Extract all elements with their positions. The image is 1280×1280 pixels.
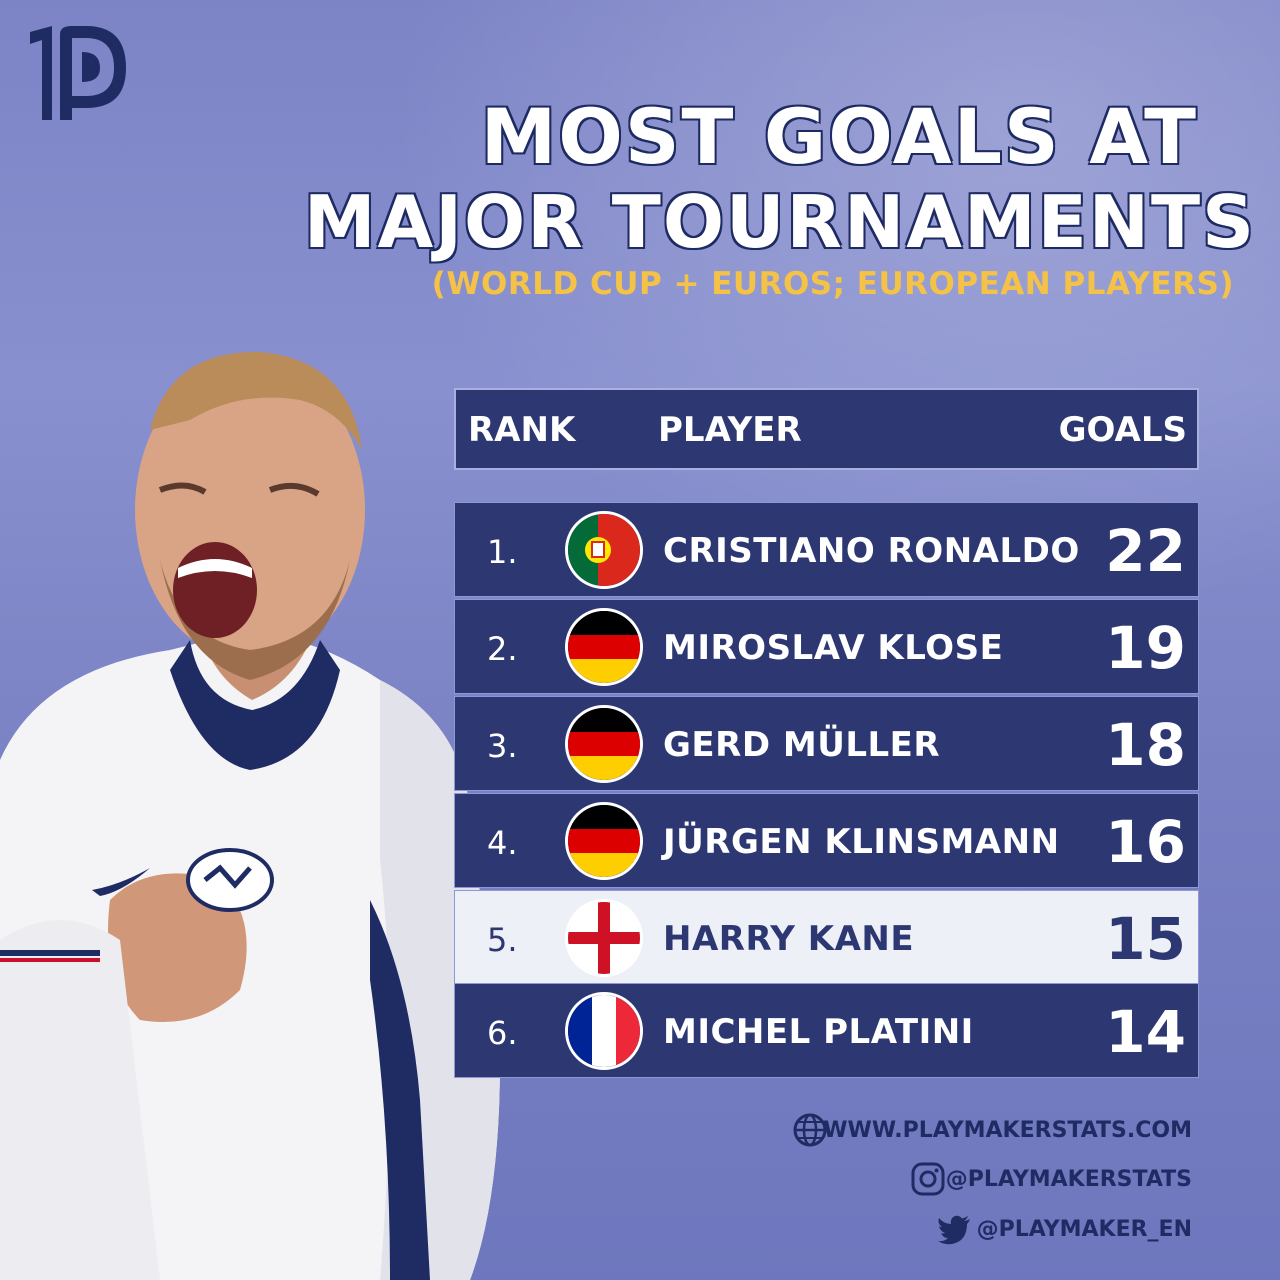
row-rank: 2. bbox=[487, 630, 518, 668]
twitter-handle[interactable]: @PLAYMAKER_EN bbox=[976, 1217, 1192, 1242]
row-goals: 15 bbox=[1105, 905, 1186, 973]
row-rank: 3. bbox=[487, 727, 518, 765]
subtitle: (WORLD CUP + EUROS; EUROPEAN PLAYERS) bbox=[431, 266, 1234, 302]
globe-icon bbox=[793, 1113, 827, 1147]
column-header-player: PLAYER bbox=[658, 410, 802, 450]
row-rank: 5. bbox=[487, 921, 518, 959]
row-goals: 14 bbox=[1105, 998, 1186, 1066]
row-rank: 6. bbox=[487, 1014, 518, 1052]
title-line-2: MAJOR TOURNAMENTS bbox=[303, 180, 1256, 264]
row-player-name: CRISTIANO RONALDO bbox=[663, 531, 1080, 571]
germany-flag-icon bbox=[565, 705, 643, 783]
table-row: 4. JÜRGEN KLINSMANN 16 bbox=[454, 793, 1199, 888]
table-row: 1. CRISTIANO RONALDO 22 bbox=[454, 502, 1199, 597]
portugal-flag-icon bbox=[565, 511, 643, 589]
table-row: 2. MIROSLAV KLOSE 19 bbox=[454, 599, 1199, 694]
instagram-icon bbox=[911, 1162, 945, 1196]
row-player-name: MICHEL PLATINI bbox=[663, 1012, 974, 1052]
row-goals: 16 bbox=[1105, 808, 1186, 876]
row-rank: 4. bbox=[487, 824, 518, 862]
england-flag-icon bbox=[565, 899, 643, 977]
row-player-name: GERD MÜLLER bbox=[663, 725, 941, 765]
player-photo bbox=[0, 351, 500, 1280]
instagram-handle[interactable]: @PLAYMAKERSTATS bbox=[945, 1167, 1192, 1192]
row-goals: 22 bbox=[1105, 517, 1186, 585]
row-goals: 19 bbox=[1105, 614, 1186, 682]
title-line-1: MOST GOALS AT bbox=[480, 92, 1198, 181]
table-row: 6. MICHEL PLATINI 14 bbox=[454, 983, 1199, 1078]
germany-flag-icon bbox=[565, 608, 643, 686]
table-row: 3. GERD MÜLLER 18 bbox=[454, 696, 1199, 791]
playmaker-logo-icon bbox=[30, 26, 126, 120]
website-link[interactable]: WWW.PLAYMAKERSTATS.COM bbox=[823, 1118, 1192, 1143]
table-header: RANK PLAYER GOALS bbox=[454, 388, 1199, 470]
row-player-name: HARRY KANE bbox=[663, 919, 915, 959]
row-player-name: MIROSLAV KLOSE bbox=[663, 628, 1004, 668]
row-player-name: JÜRGEN KLINSMANN bbox=[663, 822, 1060, 862]
row-goals: 18 bbox=[1105, 711, 1186, 779]
column-header-rank: RANK bbox=[468, 410, 576, 450]
twitter-icon bbox=[938, 1215, 970, 1245]
row-rank: 1. bbox=[487, 533, 518, 571]
table-row-highlighted: 5. HARRY KANE 15 bbox=[454, 890, 1199, 985]
germany-flag-icon bbox=[565, 802, 643, 880]
france-flag-icon bbox=[565, 992, 643, 1070]
column-header-goals: GOALS bbox=[1058, 410, 1187, 450]
